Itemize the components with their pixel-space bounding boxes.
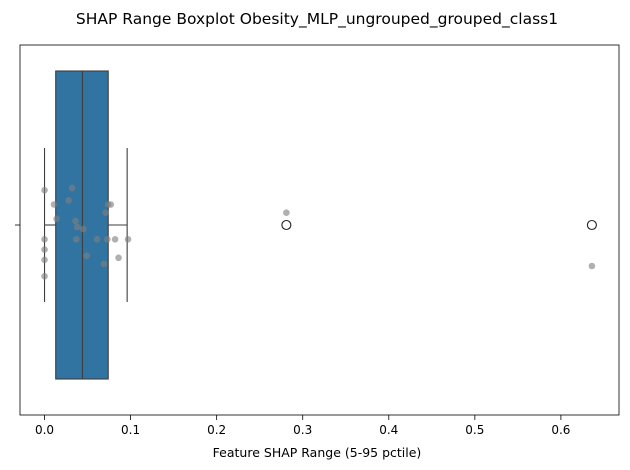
x-tick-label: 0.3 <box>293 423 312 437</box>
chart-title: SHAP Range Boxplot Obesity_MLP_ungrouped… <box>76 10 558 29</box>
x-tick-label: 0.0 <box>35 423 54 437</box>
x-tick-label: 0.5 <box>465 423 484 437</box>
strip-point <box>73 223 81 231</box>
strip-point <box>65 197 72 204</box>
axes-frame <box>19 44 620 416</box>
strip-point <box>588 262 596 270</box>
strip-point <box>72 217 79 225</box>
strip-point <box>283 209 290 216</box>
outlier-point <box>586 219 597 231</box>
x-tick-label: 0.1 <box>121 423 140 437</box>
strip-point <box>102 209 109 216</box>
strip-point <box>79 225 87 233</box>
strip-point <box>115 254 122 262</box>
strip-point <box>73 236 80 243</box>
outlier-point <box>281 219 292 231</box>
x-axis: 0.0 0.1 0.2 0.3 0.4 0.5 0.6 <box>35 415 570 437</box>
strip-point <box>107 201 115 208</box>
strip-point <box>124 236 132 243</box>
strip-point <box>50 201 58 208</box>
x-tick-label: 0.6 <box>551 423 570 437</box>
strip-point <box>41 246 48 253</box>
strip-point <box>41 186 48 194</box>
x-tick-label: 0.2 <box>207 423 226 437</box>
strip-point <box>100 260 108 268</box>
strip-point <box>83 252 90 260</box>
strip-point <box>41 236 48 243</box>
x-axis-label: Feature SHAP Range (5-95 pctile) <box>213 445 422 460</box>
strip-point <box>68 184 76 192</box>
strip-point <box>93 236 101 243</box>
strip-point <box>41 272 48 280</box>
strip-point <box>53 215 60 223</box>
plot-area <box>41 70 597 380</box>
x-tick-label: 0.4 <box>379 423 398 437</box>
strip-point <box>41 256 48 264</box>
strip-point <box>104 236 111 243</box>
strip-point <box>111 236 119 243</box>
